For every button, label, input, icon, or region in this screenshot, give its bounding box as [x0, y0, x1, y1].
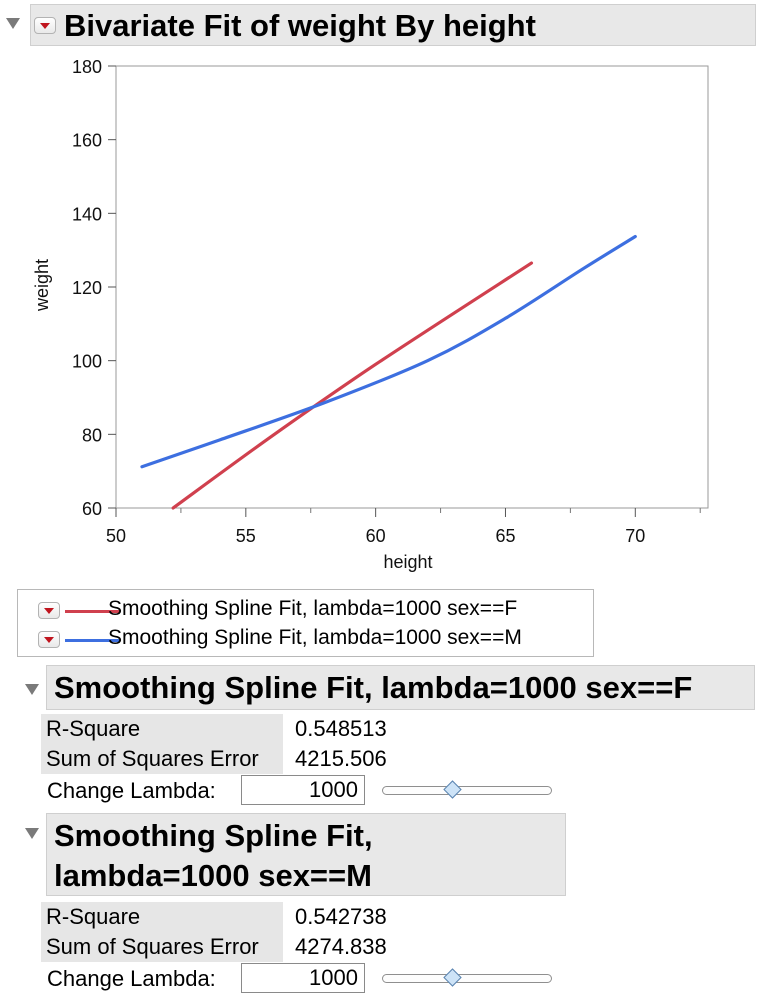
x-axis-label: height — [383, 552, 432, 572]
x-tick-label: 50 — [106, 526, 126, 546]
fit-m-sse-label: Sum of Squares Error — [41, 932, 283, 962]
fit-f-sse-label: Sum of Squares Error — [41, 744, 283, 774]
fit-f-sse-value: 4215.506 — [295, 746, 387, 771]
fit-f-slider-thumb[interactable] — [443, 780, 463, 799]
series-line-m — [140, 234, 637, 469]
fit-f-lambda-input[interactable] — [241, 775, 365, 805]
legend-item-f: Smoothing Spline Fit, lambda=1000 sex==F — [18, 597, 593, 625]
page-title: Bivariate Fit of weight By height — [64, 8, 536, 43]
fit-f-lambda-slider[interactable] — [382, 786, 552, 795]
legend-m-label: Smoothing Spline Fit, lambda=1000 sex==M — [108, 626, 522, 649]
fit-m-disclosure-icon[interactable] — [25, 828, 39, 839]
fit-m-change-lambda-label: Change Lambda: — [47, 966, 216, 991]
main-red-triangle-menu-icon[interactable] — [34, 17, 56, 34]
fit-f-disclosure-icon[interactable] — [25, 684, 39, 695]
fit-f-rsquare-label: R-Square — [41, 714, 283, 744]
legend-f-menu-icon[interactable] — [38, 602, 60, 619]
legend-m-menu-icon[interactable] — [38, 631, 60, 648]
y-tick-label: 100 — [72, 352, 102, 372]
fit-m-title-bar: Smoothing Spline Fit, lambda=1000 sex==M — [46, 813, 566, 896]
main-title-bar: Bivariate Fit of weight By height — [30, 4, 756, 46]
fit-m-title-line1: Smoothing Spline Fit, — [54, 818, 373, 853]
bivariate-chart: 60 80 100 120 140 160 180 50 55 60 65 70 height weigh… — [32, 57, 709, 572]
legend-f-swatch — [65, 610, 119, 613]
fit-m-rsquare-label: R-Square — [41, 902, 283, 932]
fit-m-sse-value: 4274.838 — [295, 934, 387, 959]
legend-f-label: Smoothing Spline Fit, lambda=1000 sex==F — [108, 597, 518, 620]
y-tick-label: 160 — [72, 131, 102, 151]
x-tick-label: 55 — [236, 526, 256, 546]
y-axis-label: weight — [32, 259, 52, 312]
x-tick-label: 65 — [495, 526, 515, 546]
fit-f-rsquare-value: 0.548513 — [295, 716, 387, 741]
fit-f-change-lambda-label: Change Lambda: — [47, 778, 216, 803]
y-tick-label: 140 — [72, 204, 102, 224]
y-tick-label: 80 — [82, 425, 102, 445]
legend: Smoothing Spline Fit, lambda=1000 sex==F… — [17, 589, 594, 657]
y-tick-label: 120 — [72, 278, 102, 298]
x-tick-label: 60 — [366, 526, 386, 546]
fit-m-slider-thumb[interactable] — [443, 968, 463, 987]
series-line-f — [171, 261, 534, 510]
fit-m-rsquare-value: 0.542738 — [295, 904, 387, 929]
fit-m-lambda-slider[interactable] — [382, 974, 552, 983]
legend-m-swatch — [65, 639, 119, 642]
fit-m-lambda-input[interactable] — [241, 963, 365, 993]
x-tick-label: 70 — [625, 526, 645, 546]
legend-item-m: Smoothing Spline Fit, lambda=1000 sex==M — [18, 626, 593, 654]
fit-m-title-line2: lambda=1000 sex==M — [54, 858, 372, 893]
fit-f-title: Smoothing Spline Fit, lambda=1000 sex==F — [54, 670, 693, 705]
main-disclosure-icon[interactable] — [6, 18, 20, 29]
plot-frame — [115, 65, 709, 509]
fit-f-title-bar: Smoothing Spline Fit, lambda=1000 sex==F — [46, 665, 755, 710]
y-tick-label: 60 — [82, 499, 102, 519]
y-tick-label: 180 — [72, 57, 102, 77]
